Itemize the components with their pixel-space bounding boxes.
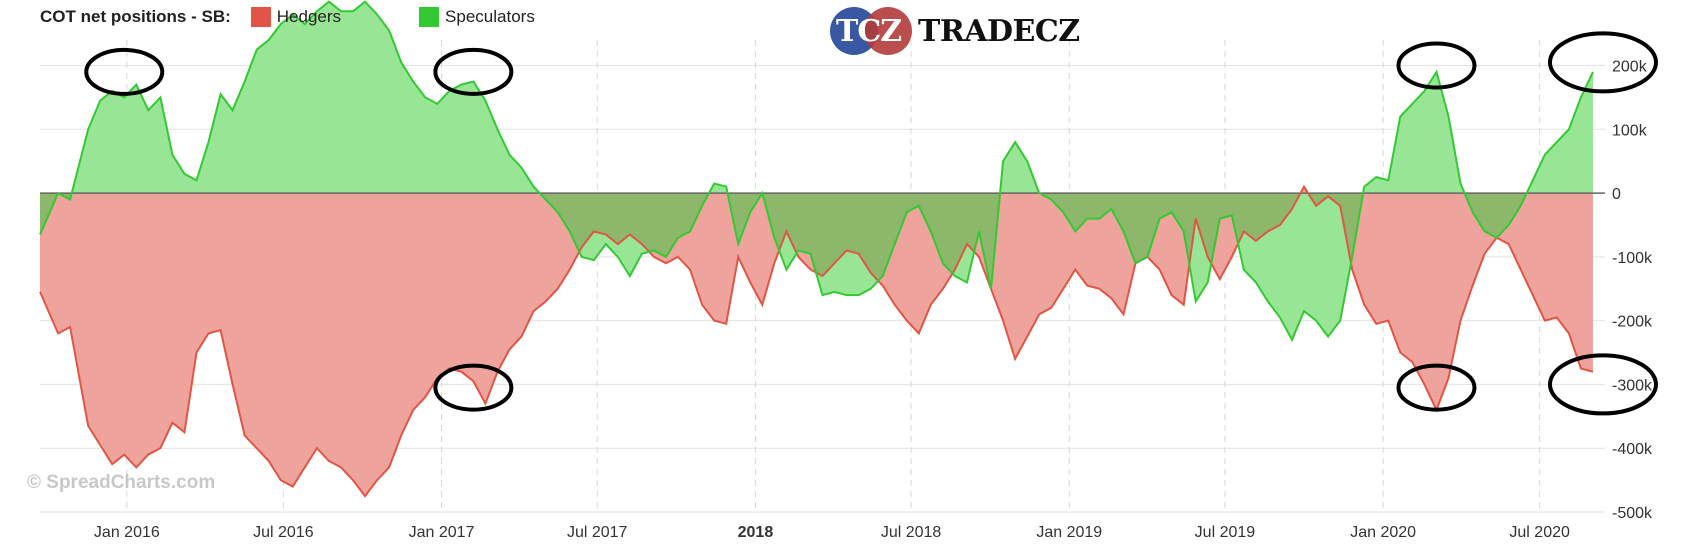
annotation-circle — [433, 363, 514, 412]
y-tick-label: -100k — [1612, 250, 1653, 267]
x-tick-label: Jul 2017 — [567, 524, 628, 541]
x-tick-label: Jul 2018 — [881, 524, 942, 541]
annotation-circle — [1396, 363, 1477, 412]
annotation-circle — [1547, 31, 1658, 94]
x-tick-label: Jul 2016 — [253, 524, 314, 541]
x-axis: Jan 2016 Jul 2016 Jan 2017 Jul 2017 2018 Jul … — [94, 524, 1570, 541]
x-tick-label: Jul 2019 — [1195, 524, 1256, 541]
chart-title: COT net positions - SB: — [40, 7, 231, 26]
annotation-circle — [84, 47, 165, 96]
y-tick-label: 0 — [1612, 186, 1621, 203]
x-tick-label: Jul 2020 — [1509, 524, 1570, 541]
y-tick-label: 100k — [1612, 122, 1648, 139]
logo-name: TRADECZ — [918, 13, 1080, 49]
chart-legend: COT net positions - SB: Hedgers Speculat… — [40, 7, 613, 27]
y-axis: 200k 100k 0 -100k -200k -300k -400k -500k — [1612, 59, 1653, 522]
hedgers-line — [39, 184, 1594, 498]
y-tick-label: -200k — [1612, 314, 1653, 331]
speculators-swatch — [419, 7, 440, 27]
y-tick-label: -300k — [1612, 377, 1653, 394]
logo-circles-icon: TCZ — [830, 5, 914, 57]
legend-item-hedgers[interactable]: Hedgers — [250, 7, 342, 27]
y-tick-label: -500k — [1612, 505, 1653, 522]
y-tick-label: -400k — [1612, 441, 1653, 458]
x-tick-label: Jan 2020 — [1350, 524, 1416, 541]
hedgers-label: Hedgers — [276, 7, 342, 26]
annotation-circle — [1396, 41, 1477, 90]
tradecz-logo: TCZ TRADECZ — [830, 5, 1080, 57]
x-tick-label: Jan 2019 — [1036, 524, 1102, 541]
watermark: © SpreadCharts.com — [27, 472, 216, 493]
annotations — [84, 31, 1658, 416]
speculators-label: Speculators — [445, 7, 535, 26]
y-tick-label: 200k — [1612, 59, 1648, 76]
annotation-circle — [1547, 353, 1658, 416]
x-tick-label: Jan 2017 — [409, 524, 475, 541]
annotation-circle — [433, 47, 514, 96]
x-tick-label: Jan 2016 — [94, 524, 160, 541]
speculators-line — [39, 0, 1594, 343]
legend-item-speculators[interactable]: Speculators — [419, 7, 535, 27]
x-tick-label: 2018 — [738, 524, 774, 541]
hedgers-area — [40, 186, 1593, 497]
speculators-area — [40, 1, 1593, 340]
hedgers-swatch — [250, 7, 271, 27]
logo-mark: TCZ — [836, 14, 902, 49]
